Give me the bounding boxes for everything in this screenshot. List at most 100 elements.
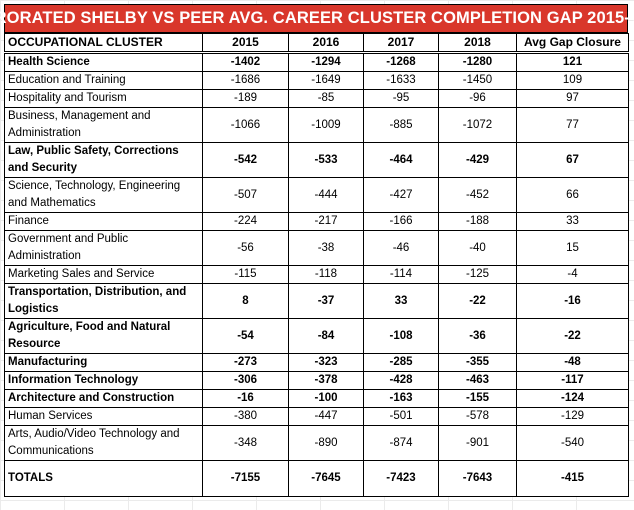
value-2015-cell[interactable]: -273 xyxy=(202,353,289,372)
column-header-avg-gap-closure[interactable]: Avg Gap Closure xyxy=(516,33,629,54)
avg-gap-closure-cell[interactable]: -4 xyxy=(516,265,629,284)
cluster-name-cell[interactable]: Government and Public Administration xyxy=(4,230,203,266)
value-2016-cell[interactable]: -323 xyxy=(288,353,364,372)
totals-2017[interactable]: -7423 xyxy=(363,460,439,497)
value-2018-cell[interactable]: -1072 xyxy=(438,107,517,143)
totals-avg-gap-closure[interactable]: -415 xyxy=(516,460,629,497)
value-2017-cell[interactable]: -166 xyxy=(363,212,439,231)
value-2017-cell[interactable]: -95 xyxy=(363,89,439,108)
value-2018-cell[interactable]: -578 xyxy=(438,407,517,426)
column-header-2015[interactable]: 2015 xyxy=(202,33,289,54)
value-2018-cell[interactable]: -429 xyxy=(438,142,517,178)
value-2017-cell[interactable]: -285 xyxy=(363,353,439,372)
cluster-name-cell[interactable]: Agriculture, Food and Natural Resource xyxy=(4,318,203,354)
value-2015-cell[interactable]: -542 xyxy=(202,142,289,178)
value-2018-cell[interactable]: -125 xyxy=(438,265,517,284)
cluster-name-cell[interactable]: Law, Public Safety, Corrections and Secu… xyxy=(4,142,203,178)
value-2015-cell[interactable]: -306 xyxy=(202,371,289,390)
value-2017-cell[interactable]: -501 xyxy=(363,407,439,426)
totals-2018[interactable]: -7643 xyxy=(438,460,517,497)
totals-2015[interactable]: -7155 xyxy=(202,460,289,497)
value-2016-cell[interactable]: -85 xyxy=(288,89,364,108)
cluster-name-cell[interactable]: Health Science xyxy=(4,52,203,72)
cluster-name-cell[interactable]: Transportation, Distribution, and Logist… xyxy=(4,283,203,319)
avg-gap-closure-cell[interactable]: 121 xyxy=(516,52,629,72)
value-2016-cell[interactable]: -1649 xyxy=(288,71,364,90)
value-2018-cell[interactable]: -96 xyxy=(438,89,517,108)
avg-gap-closure-cell[interactable]: 97 xyxy=(516,89,629,108)
value-2017-cell[interactable]: -1268 xyxy=(363,52,439,72)
value-2017-cell[interactable]: -163 xyxy=(363,389,439,408)
avg-gap-closure-cell[interactable]: 109 xyxy=(516,71,629,90)
column-header-2018[interactable]: 2018 xyxy=(438,33,517,54)
value-2018-cell[interactable]: -22 xyxy=(438,283,517,319)
value-2016-cell[interactable]: -37 xyxy=(288,283,364,319)
value-2017-cell[interactable]: -427 xyxy=(363,177,439,213)
value-2015-cell[interactable]: -348 xyxy=(202,425,289,461)
column-header-cluster[interactable]: OCCUPATIONAL CLUSTER xyxy=(4,33,203,54)
avg-gap-closure-cell[interactable]: -22 xyxy=(516,318,629,354)
value-2015-cell[interactable]: -115 xyxy=(202,265,289,284)
value-2016-cell[interactable]: -890 xyxy=(288,425,364,461)
value-2015-cell[interactable]: -380 xyxy=(202,407,289,426)
value-2015-cell[interactable]: -224 xyxy=(202,212,289,231)
table-title[interactable]: PRORATED SHELBY VS PEER AVG. CAREER CLUS… xyxy=(0,4,634,33)
value-2015-cell[interactable]: -1686 xyxy=(202,71,289,90)
cluster-name-cell[interactable]: Science, Technology, Engineering and Mat… xyxy=(4,177,203,213)
avg-gap-closure-cell[interactable]: -540 xyxy=(516,425,629,461)
avg-gap-closure-cell[interactable]: 33 xyxy=(516,212,629,231)
value-2015-cell[interactable]: -54 xyxy=(202,318,289,354)
value-2015-cell[interactable]: -189 xyxy=(202,89,289,108)
value-2017-cell[interactable]: -114 xyxy=(363,265,439,284)
value-2017-cell[interactable]: -428 xyxy=(363,371,439,390)
cluster-name-cell[interactable]: Finance xyxy=(4,212,203,231)
cluster-name-cell[interactable]: Marketing Sales and Service xyxy=(4,265,203,284)
totals-2016[interactable]: -7645 xyxy=(288,460,364,497)
value-2015-cell[interactable]: -16 xyxy=(202,389,289,408)
value-2015-cell[interactable]: -507 xyxy=(202,177,289,213)
value-2016-cell[interactable]: -444 xyxy=(288,177,364,213)
totals-label[interactable]: TOTALS xyxy=(4,460,203,497)
cluster-name-cell[interactable]: Hospitality and Tourism xyxy=(4,89,203,108)
value-2016-cell[interactable]: -217 xyxy=(288,212,364,231)
cluster-name-cell[interactable]: Manufacturing xyxy=(4,353,203,372)
value-2017-cell[interactable]: -46 xyxy=(363,230,439,266)
value-2018-cell[interactable]: -188 xyxy=(438,212,517,231)
avg-gap-closure-cell[interactable]: -124 xyxy=(516,389,629,408)
avg-gap-closure-cell[interactable]: 66 xyxy=(516,177,629,213)
value-2016-cell[interactable]: -84 xyxy=(288,318,364,354)
avg-gap-closure-cell[interactable]: 15 xyxy=(516,230,629,266)
avg-gap-closure-cell[interactable]: 77 xyxy=(516,107,629,143)
column-header-2017[interactable]: 2017 xyxy=(363,33,439,54)
column-header-2016[interactable]: 2016 xyxy=(288,33,364,54)
value-2017-cell[interactable]: -108 xyxy=(363,318,439,354)
value-2017-cell[interactable]: 33 xyxy=(363,283,439,319)
cluster-name-cell[interactable]: Arts, Audio/Video Technology and Communi… xyxy=(4,425,203,461)
cluster-name-cell[interactable]: Information Technology xyxy=(4,371,203,390)
value-2016-cell[interactable]: -100 xyxy=(288,389,364,408)
value-2018-cell[interactable]: -1280 xyxy=(438,52,517,72)
value-2017-cell[interactable]: -1633 xyxy=(363,71,439,90)
cluster-name-cell[interactable]: Education and Training xyxy=(4,71,203,90)
value-2015-cell[interactable]: 8 xyxy=(202,283,289,319)
value-2016-cell[interactable]: -447 xyxy=(288,407,364,426)
value-2018-cell[interactable]: -452 xyxy=(438,177,517,213)
value-2015-cell[interactable]: -1402 xyxy=(202,52,289,72)
value-2018-cell[interactable]: -40 xyxy=(438,230,517,266)
value-2018-cell[interactable]: -901 xyxy=(438,425,517,461)
value-2015-cell[interactable]: -1066 xyxy=(202,107,289,143)
avg-gap-closure-cell[interactable]: -16 xyxy=(516,283,629,319)
avg-gap-closure-cell[interactable]: -129 xyxy=(516,407,629,426)
value-2016-cell[interactable]: -1009 xyxy=(288,107,364,143)
value-2016-cell[interactable]: -533 xyxy=(288,142,364,178)
value-2016-cell[interactable]: -38 xyxy=(288,230,364,266)
value-2018-cell[interactable]: -1450 xyxy=(438,71,517,90)
value-2018-cell[interactable]: -155 xyxy=(438,389,517,408)
value-2016-cell[interactable]: -1294 xyxy=(288,52,364,72)
value-2016-cell[interactable]: -118 xyxy=(288,265,364,284)
value-2018-cell[interactable]: -463 xyxy=(438,371,517,390)
value-2015-cell[interactable]: -56 xyxy=(202,230,289,266)
cluster-name-cell[interactable]: Human Services xyxy=(4,407,203,426)
cluster-name-cell[interactable]: Business, Management and Administration xyxy=(4,107,203,143)
value-2018-cell[interactable]: -36 xyxy=(438,318,517,354)
